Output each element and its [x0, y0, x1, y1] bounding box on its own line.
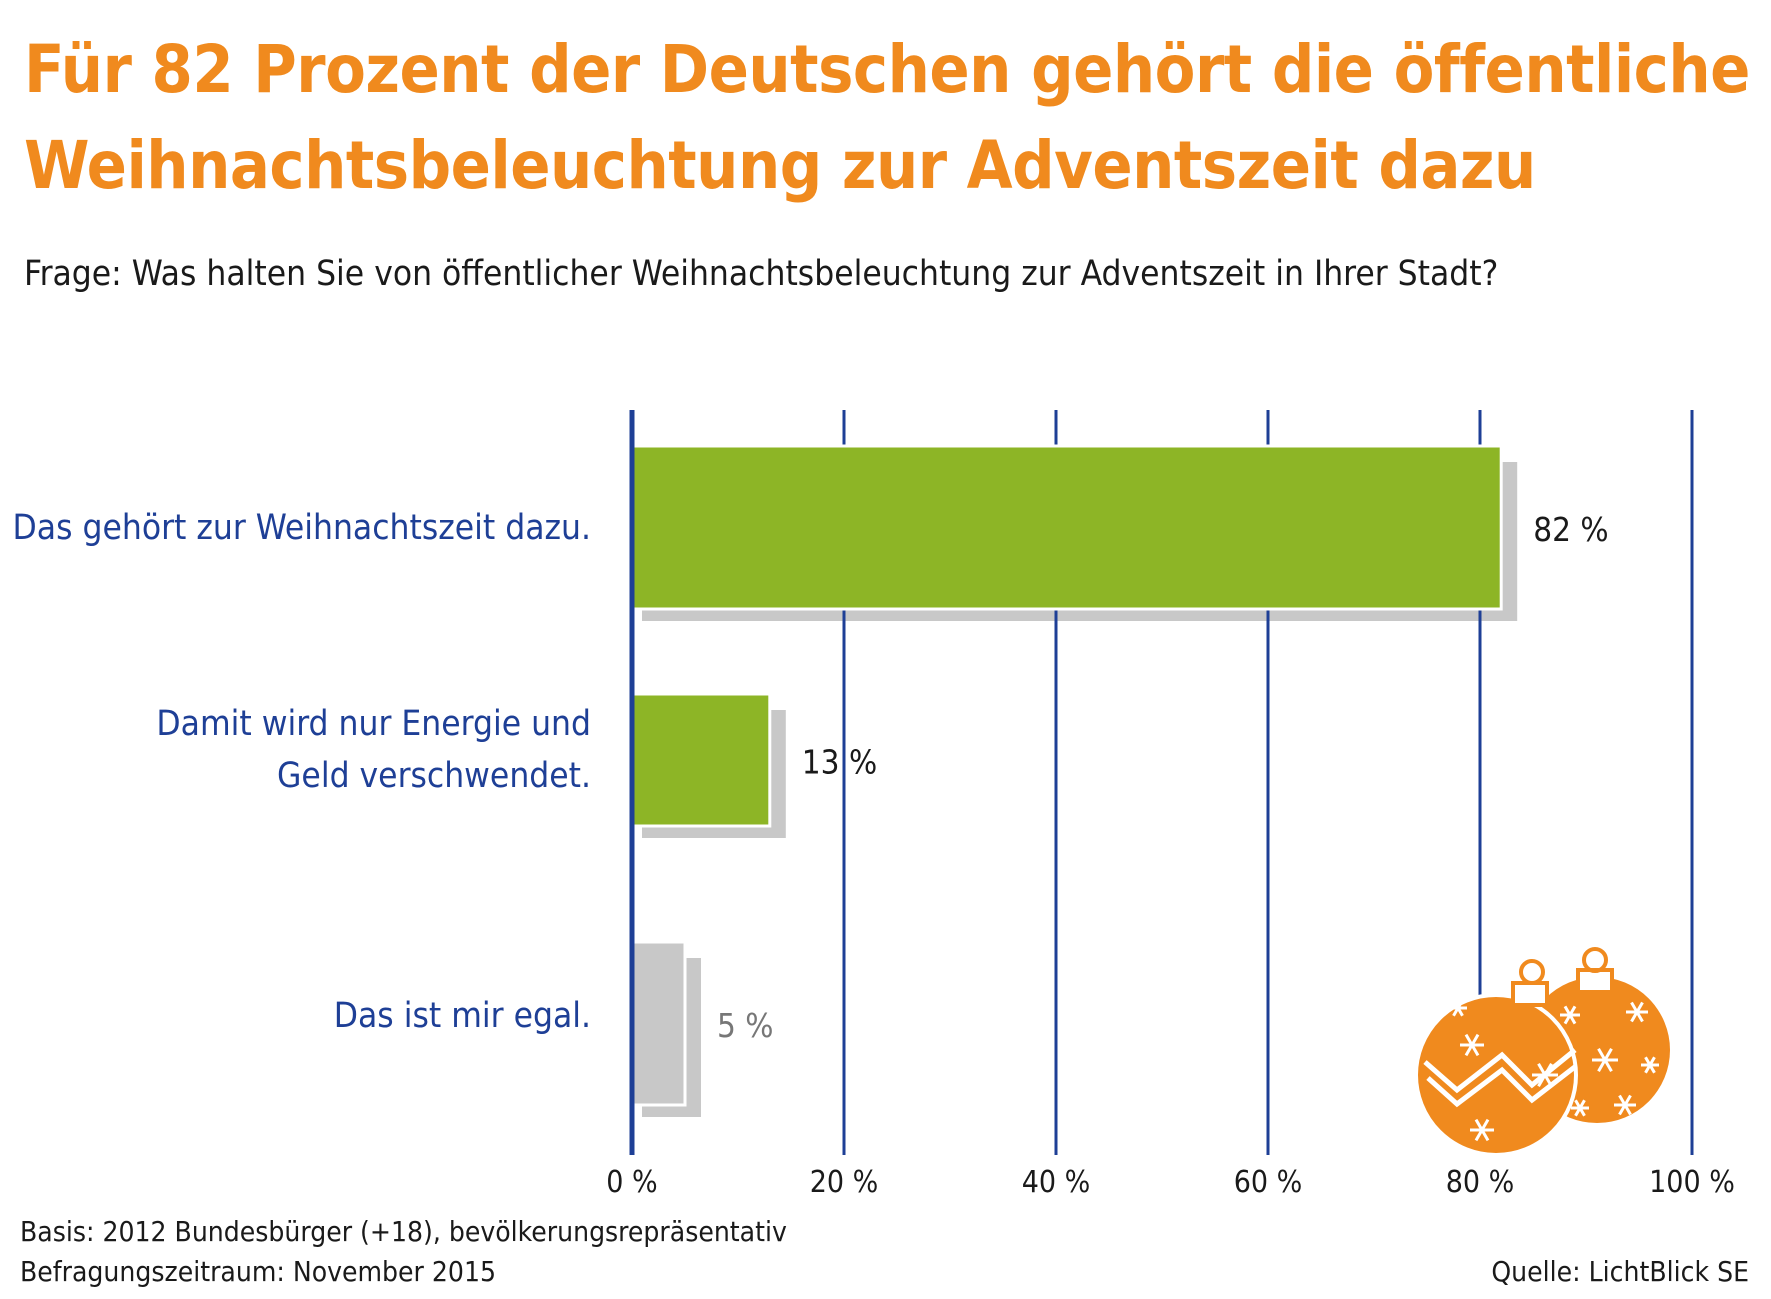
tick-label: 0 %	[606, 1165, 657, 1200]
bar	[630, 940, 687, 1107]
chart-title: Für 82 Prozent der Deutschen gehört die …	[24, 22, 1750, 214]
value-label: 82 %	[1533, 510, 1608, 549]
tick-label: 20 %	[810, 1165, 879, 1200]
bar	[630, 692, 772, 828]
tick-label: 40 %	[1022, 1165, 1091, 1200]
title-line-1: Für 82 Prozent der Deutschen gehört die …	[24, 31, 1750, 108]
category-label: Damit wird nur Energie und Geld verschwen…	[156, 704, 591, 796]
title-line-2: Weihnachtsbeleuchtung zur Adventszeit da…	[24, 127, 1536, 204]
footnote-basis: Basis: 2012 Bundesbürger (+18), bevölker…	[20, 1215, 787, 1248]
category-label: Das gehört zur Weihnachtszeit dazu.	[12, 508, 591, 548]
bar	[630, 444, 1503, 611]
footnote-left: Basis: 2012 Bundesbürger (+18), bevölker…	[20, 1212, 787, 1292]
tick-label: 100 %	[1649, 1165, 1735, 1200]
footnote-period: Befragungszeitraum: November 2015	[20, 1255, 496, 1288]
tick-label: 80 %	[1446, 1165, 1515, 1200]
value-label: 13 %	[802, 743, 877, 782]
category-label: Das ist mir egal.	[333, 996, 591, 1036]
question-text: Frage: Was halten Sie von öffentlicher W…	[24, 254, 1499, 294]
christmas-ornaments-icon	[1414, 947, 1670, 1157]
tick-label: 60 %	[1234, 1165, 1303, 1200]
footnote-source: Quelle: LichtBlick SE	[1491, 1255, 1749, 1288]
value-label: 5 %	[717, 1006, 774, 1045]
